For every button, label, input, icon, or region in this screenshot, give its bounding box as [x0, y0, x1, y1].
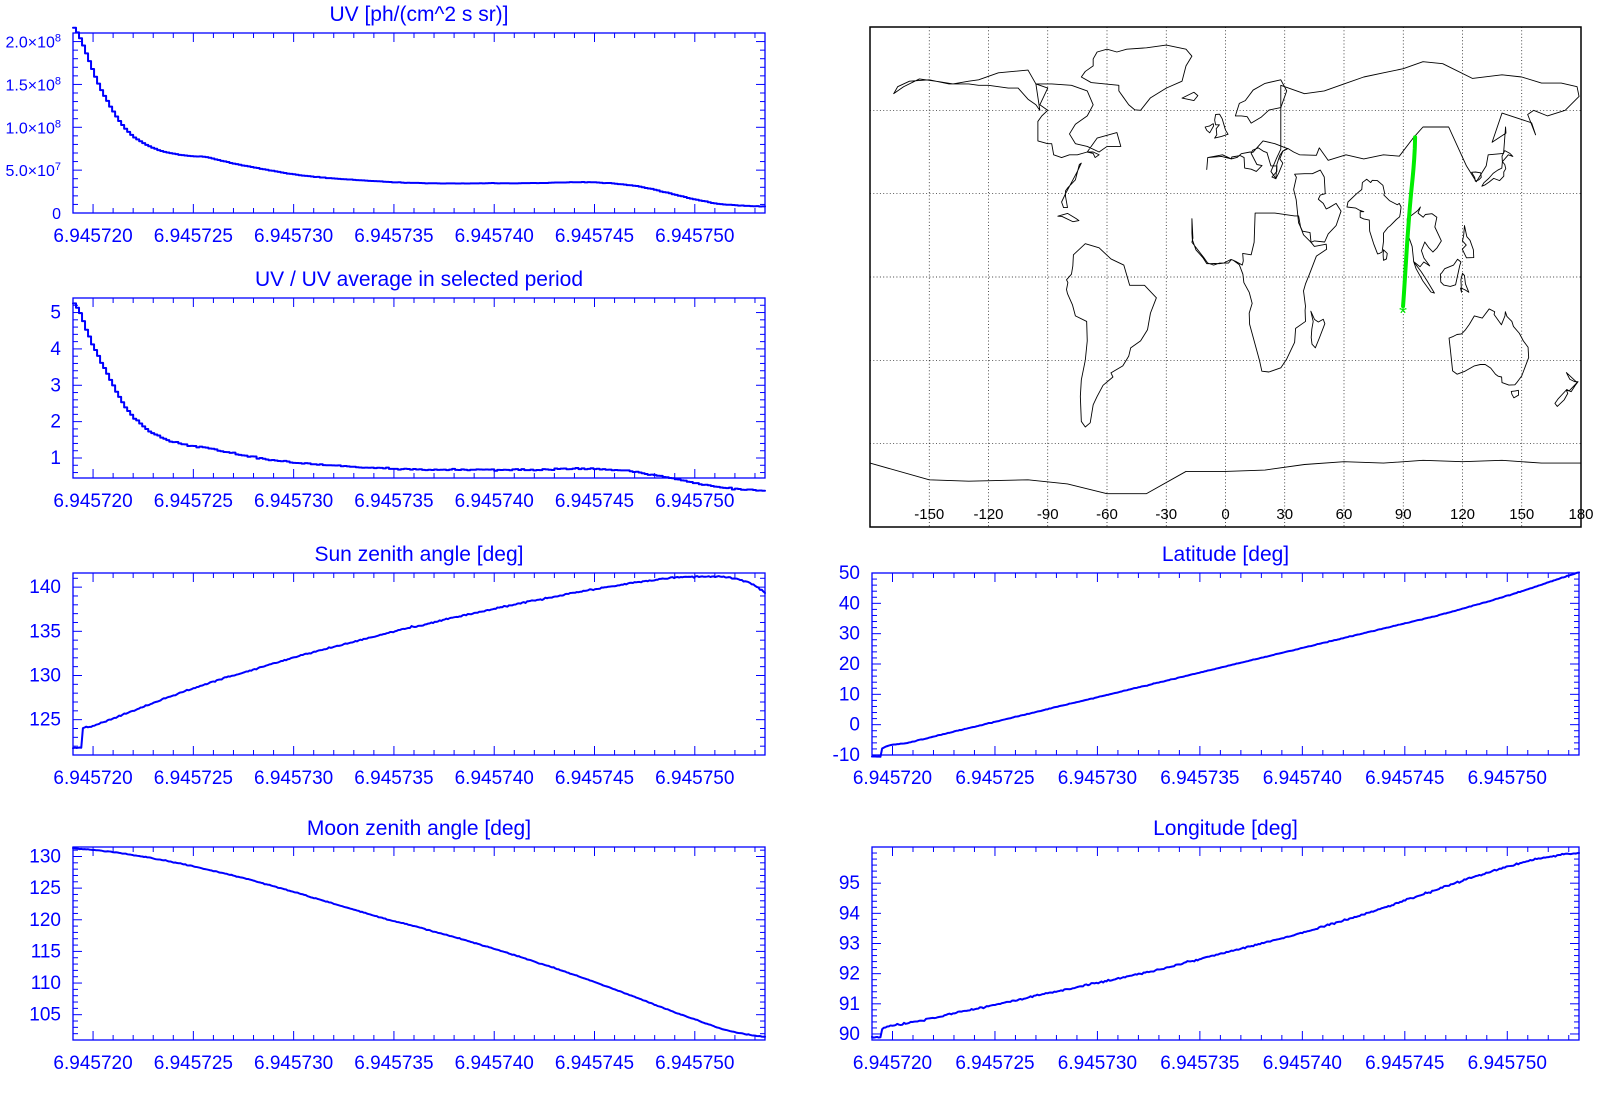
svg-text:6.945750: 6.945750 — [655, 226, 734, 247]
svg-text:6.945745: 6.945745 — [555, 768, 634, 789]
svg-text:6.945735: 6.945735 — [1160, 768, 1239, 789]
svg-text:5: 5 — [50, 303, 61, 324]
svg-text:6.945745: 6.945745 — [1365, 768, 1444, 789]
svg-text:105: 105 — [29, 1005, 61, 1026]
svg-text:30: 30 — [839, 624, 860, 645]
svg-text:20: 20 — [839, 654, 860, 675]
svg-text:Sun zenith angle [deg]: Sun zenith angle [deg] — [315, 543, 524, 566]
svg-text:6.945745: 6.945745 — [1365, 1053, 1444, 1074]
svg-text:3: 3 — [50, 375, 61, 396]
svg-text:6.945730: 6.945730 — [254, 491, 333, 512]
svg-text:6.945740: 6.945740 — [455, 768, 534, 789]
svg-text:6.945750: 6.945750 — [655, 1053, 734, 1074]
svg-text:6.945745: 6.945745 — [555, 1053, 634, 1074]
svg-text:95: 95 — [839, 873, 860, 894]
svg-text:120: 120 — [29, 910, 61, 931]
svg-text:150: 150 — [1509, 506, 1534, 523]
svg-text:6.945730: 6.945730 — [1058, 1053, 1137, 1074]
svg-text:110: 110 — [31, 973, 61, 994]
svg-text:0: 0 — [1221, 506, 1229, 523]
svg-text:*: * — [1399, 303, 1407, 325]
svg-text:6.945745: 6.945745 — [555, 491, 634, 512]
svg-text:-30: -30 — [1155, 506, 1177, 523]
svg-text:Longitude [deg]: Longitude [deg] — [1153, 817, 1298, 840]
svg-text:Moon zenith angle [deg]: Moon zenith angle [deg] — [307, 817, 531, 840]
svg-text:6.945735: 6.945735 — [354, 1053, 433, 1074]
svg-text:4: 4 — [50, 339, 61, 360]
svg-text:-90: -90 — [1037, 506, 1059, 523]
svg-text:6.945725: 6.945725 — [154, 1053, 233, 1074]
svg-text:40: 40 — [839, 593, 860, 614]
svg-text:1: 1 — [50, 448, 61, 469]
svg-text:-120: -120 — [973, 506, 1003, 523]
svg-text:6.945750: 6.945750 — [655, 491, 734, 512]
svg-text:90: 90 — [839, 1024, 860, 1045]
svg-text:6.945740: 6.945740 — [1263, 768, 1342, 789]
svg-text:180: 180 — [1568, 506, 1593, 523]
svg-text:-60: -60 — [1096, 506, 1118, 523]
svg-text:60: 60 — [1336, 506, 1353, 523]
svg-text:130: 130 — [29, 846, 61, 867]
svg-text:94: 94 — [839, 903, 861, 924]
svg-text:6.945720: 6.945720 — [53, 226, 132, 247]
svg-text:6.945720: 6.945720 — [53, 768, 132, 789]
svg-text:130: 130 — [29, 665, 61, 686]
svg-text:6.945740: 6.945740 — [1263, 1053, 1342, 1074]
svg-text:125: 125 — [29, 710, 61, 731]
svg-text:UV [ph/(cm^2 s sr)]: UV [ph/(cm^2 s sr)] — [329, 3, 508, 26]
svg-text:6.945750: 6.945750 — [655, 768, 734, 789]
svg-text:6.945725: 6.945725 — [154, 491, 233, 512]
svg-text:10: 10 — [839, 684, 860, 705]
svg-text:-10: -10 — [833, 745, 860, 766]
svg-text:6.945730: 6.945730 — [254, 768, 333, 789]
svg-text:6.945740: 6.945740 — [455, 491, 534, 512]
svg-text:6.945720: 6.945720 — [53, 1053, 132, 1074]
svg-text:6.945720: 6.945720 — [853, 1053, 932, 1074]
svg-text:30: 30 — [1276, 506, 1293, 523]
svg-text:6.945750: 6.945750 — [1468, 768, 1547, 789]
svg-text:90: 90 — [1395, 506, 1412, 523]
svg-text:6.945725: 6.945725 — [154, 226, 233, 247]
svg-text:2: 2 — [50, 412, 61, 433]
svg-text:120: 120 — [1450, 506, 1475, 523]
svg-text:6.945730: 6.945730 — [1058, 768, 1137, 789]
svg-text:6.945740: 6.945740 — [455, 1053, 534, 1074]
svg-text:0: 0 — [52, 206, 61, 223]
svg-text:125: 125 — [29, 878, 61, 899]
svg-text:0: 0 — [849, 715, 860, 736]
svg-text:6.945735: 6.945735 — [1160, 1053, 1239, 1074]
svg-text:6.945750: 6.945750 — [1468, 1053, 1547, 1074]
svg-text:6.945725: 6.945725 — [955, 768, 1034, 789]
svg-text:6.945740: 6.945740 — [455, 226, 534, 247]
svg-text:50: 50 — [839, 563, 860, 584]
svg-text:115: 115 — [31, 941, 61, 962]
svg-text:6.945725: 6.945725 — [955, 1053, 1034, 1074]
svg-text:Latitude [deg]: Latitude [deg] — [1162, 543, 1289, 566]
svg-text:6.945735: 6.945735 — [354, 491, 433, 512]
svg-text:6.945735: 6.945735 — [354, 226, 433, 247]
svg-text:92: 92 — [839, 964, 860, 985]
svg-text:UV / UV average in selected pe: UV / UV average in selected period — [255, 268, 583, 291]
svg-text:1.0×108: 1.0×108 — [5, 118, 61, 137]
svg-text:140: 140 — [29, 577, 61, 598]
svg-text:6.945735: 6.945735 — [354, 768, 433, 789]
svg-text:5.0×107: 5.0×107 — [5, 161, 61, 180]
svg-text:93: 93 — [839, 934, 860, 955]
svg-text:6.945720: 6.945720 — [853, 768, 932, 789]
svg-text:6.945745: 6.945745 — [555, 226, 634, 247]
svg-text:1.5×108: 1.5×108 — [5, 75, 61, 94]
svg-text:91: 91 — [839, 994, 860, 1015]
svg-text:2.0×108: 2.0×108 — [5, 33, 61, 52]
svg-text:6.945730: 6.945730 — [254, 1053, 333, 1074]
svg-text:6.945730: 6.945730 — [254, 226, 333, 247]
svg-text:6.945725: 6.945725 — [154, 768, 233, 789]
svg-text:6.945720: 6.945720 — [53, 491, 132, 512]
svg-text:-150: -150 — [914, 506, 944, 523]
svg-text:135: 135 — [29, 621, 61, 642]
